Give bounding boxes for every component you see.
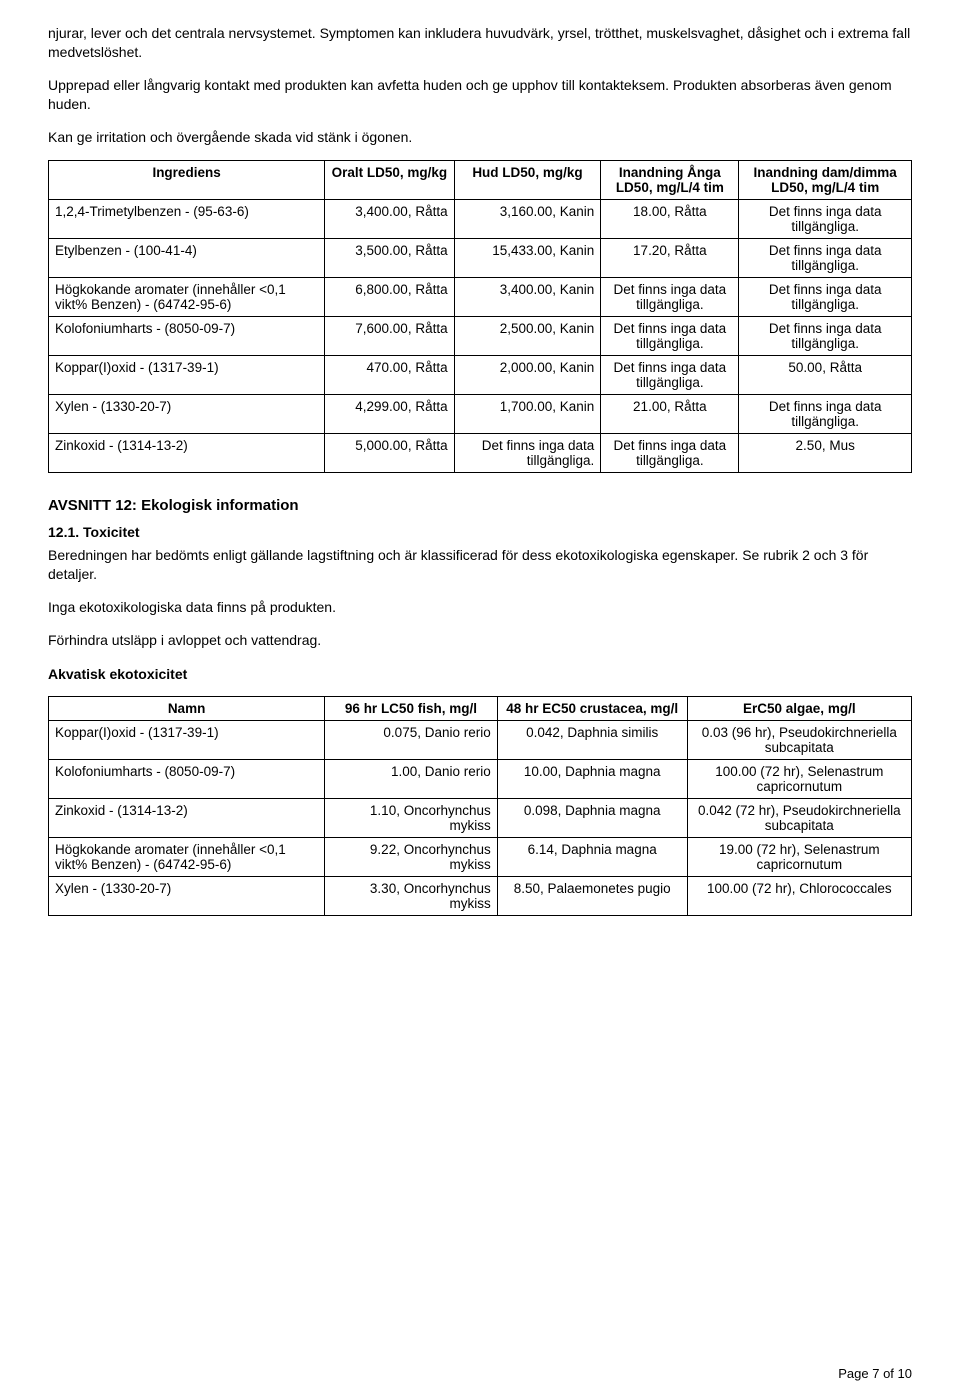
table-cell: 2,000.00, Kanin [454,356,601,395]
table-cell: Det finns inga data tillgängliga. [739,317,912,356]
table-cell: 100.00 (72 hr), Chlorococcales [687,877,911,916]
table-cell: 3,400.00, Kanin [454,278,601,317]
table-cell: 0.075, Danio rerio [325,721,498,760]
intro-para-2: Upprepad eller långvarig kontakt med pro… [48,76,912,114]
table-row: 1,2,4-Trimetylbenzen - (95-63-6)3,400.00… [49,200,912,239]
table-cell: Det finns inga data tillgängliga. [601,434,739,473]
table-cell: 0.098, Daphnia magna [497,799,687,838]
table-cell: Xylen - (1330-20-7) [49,395,325,434]
toxicity-table: Ingrediens Oralt LD50, mg/kg Hud LD50, m… [48,160,912,473]
table-cell: Zinkoxid - (1314-13-2) [49,434,325,473]
section-12-p3: Förhindra utsläpp i avloppet och vattend… [48,631,912,650]
table-cell: Det finns inga data tillgängliga. [454,434,601,473]
table-cell: 10.00, Daphnia magna [497,760,687,799]
th-skin: Hud LD50, mg/kg [454,161,601,200]
table-cell: Det finns inga data tillgängliga. [739,239,912,278]
table-cell: Koppar(I)oxid - (1317-39-1) [49,721,325,760]
table-cell: 8.50, Palaemonetes pugio [497,877,687,916]
table-cell: 19.00 (72 hr), Selenastrum capricornutum [687,838,911,877]
table-row: Högkokande aromater (innehåller <0,1 vik… [49,278,912,317]
table-row: Kolofoniumharts - (8050-09-7)1.00, Danio… [49,760,912,799]
table-cell: 470.00, Råtta [325,356,454,395]
section-12-1-title: 12.1. Toxicitet [48,524,912,540]
table-cell: Kolofoniumharts - (8050-09-7) [49,317,325,356]
table-cell: 3,400.00, Råtta [325,200,454,239]
table-cell: 2,500.00, Kanin [454,317,601,356]
th-vapor: Inandning Ånga LD50, mg/L/4 tim [601,161,739,200]
ecotox-table: Namn 96 hr LC50 fish, mg/l 48 hr EC50 cr… [48,696,912,916]
table-cell: Zinkoxid - (1314-13-2) [49,799,325,838]
th-name: Namn [49,697,325,721]
table-row: Högkokande aromater (innehåller <0,1 vik… [49,838,912,877]
table-cell: Det finns inga data tillgängliga. [601,278,739,317]
table-cell: Kolofoniumharts - (8050-09-7) [49,760,325,799]
table-cell: Högkokande aromater (innehåller <0,1 vik… [49,838,325,877]
table-cell: Det finns inga data tillgängliga. [739,395,912,434]
th-ec50: 48 hr EC50 crustacea, mg/l [497,697,687,721]
intro-para-1: njurar, lever och det centrala nervsyste… [48,24,912,62]
table-cell: 1.10, Oncorhynchus mykiss [325,799,498,838]
table-row: Koppar(I)oxid - (1317-39-1)0.075, Danio … [49,721,912,760]
table-cell: 1,2,4-Trimetylbenzen - (95-63-6) [49,200,325,239]
table-cell: 3,160.00, Kanin [454,200,601,239]
table-cell: 0.042, Daphnia similis [497,721,687,760]
table-cell: 5,000.00, Råtta [325,434,454,473]
table-cell: 4,299.00, Råtta [325,395,454,434]
table-row: Xylen - (1330-20-7)3.30, Oncorhynchus my… [49,877,912,916]
table-cell: 6.14, Daphnia magna [497,838,687,877]
intro-para-3: Kan ge irritation och övergående skada v… [48,128,912,147]
table-cell: 3.30, Oncorhynchus mykiss [325,877,498,916]
table-row: Koppar(I)oxid - (1317-39-1)470.00, Råtta… [49,356,912,395]
th-ingredient: Ingrediens [49,161,325,200]
table-cell: 7,600.00, Råtta [325,317,454,356]
table-cell: Det finns inga data tillgängliga. [601,317,739,356]
table-cell: 17.20, Råtta [601,239,739,278]
table-row: Kolofoniumharts - (8050-09-7)7,600.00, R… [49,317,912,356]
table-cell: Det finns inga data tillgängliga. [739,200,912,239]
table-cell: 6,800.00, Råtta [325,278,454,317]
th-oral: Oralt LD50, mg/kg [325,161,454,200]
section-12-title: AVSNITT 12: Ekologisk information [48,497,912,514]
table-cell: Xylen - (1330-20-7) [49,877,325,916]
table-cell: 0.042 (72 hr), Pseudokirchneriella subca… [687,799,911,838]
table-cell: 3,500.00, Råtta [325,239,454,278]
table-cell: 2.50, Mus [739,434,912,473]
table-cell: Koppar(I)oxid - (1317-39-1) [49,356,325,395]
table-cell: 100.00 (72 hr), Selenastrum capricornutu… [687,760,911,799]
page-footer: Page 7 of 10 [838,1366,912,1381]
table-row: Zinkoxid - (1314-13-2)5,000.00, RåttaDet… [49,434,912,473]
aquatic-title: Akvatisk ekotoxicitet [48,666,912,682]
table-cell: 15,433.00, Kanin [454,239,601,278]
section-12-p2: Inga ekotoxikologiska data finns på prod… [48,598,912,617]
table-cell: Det finns inga data tillgängliga. [739,278,912,317]
th-dust: Inandning dam/dimma LD50, mg/L/4 tim [739,161,912,200]
th-lc50: 96 hr LC50 fish, mg/l [325,697,498,721]
section-12-p1: Beredningen har bedömts enligt gällande … [48,546,912,584]
table-cell: 1,700.00, Kanin [454,395,601,434]
table-cell: 50.00, Råtta [739,356,912,395]
table-cell: Högkokande aromater (innehåller <0,1 vik… [49,278,325,317]
table-cell: Etylbenzen - (100-41-4) [49,239,325,278]
table-cell: 18.00, Råtta [601,200,739,239]
th-erc50: ErC50 algae, mg/l [687,697,911,721]
table-cell: Det finns inga data tillgängliga. [601,356,739,395]
table-cell: 1.00, Danio rerio [325,760,498,799]
table-row: Etylbenzen - (100-41-4)3,500.00, Råtta15… [49,239,912,278]
table-row: Zinkoxid - (1314-13-2)1.10, Oncorhynchus… [49,799,912,838]
table-cell: 0.03 (96 hr), Pseudokirchneriella subcap… [687,721,911,760]
table-cell: 9.22, Oncorhynchus mykiss [325,838,498,877]
table-row: Xylen - (1330-20-7)4,299.00, Råtta1,700.… [49,395,912,434]
table-cell: 21.00, Råtta [601,395,739,434]
